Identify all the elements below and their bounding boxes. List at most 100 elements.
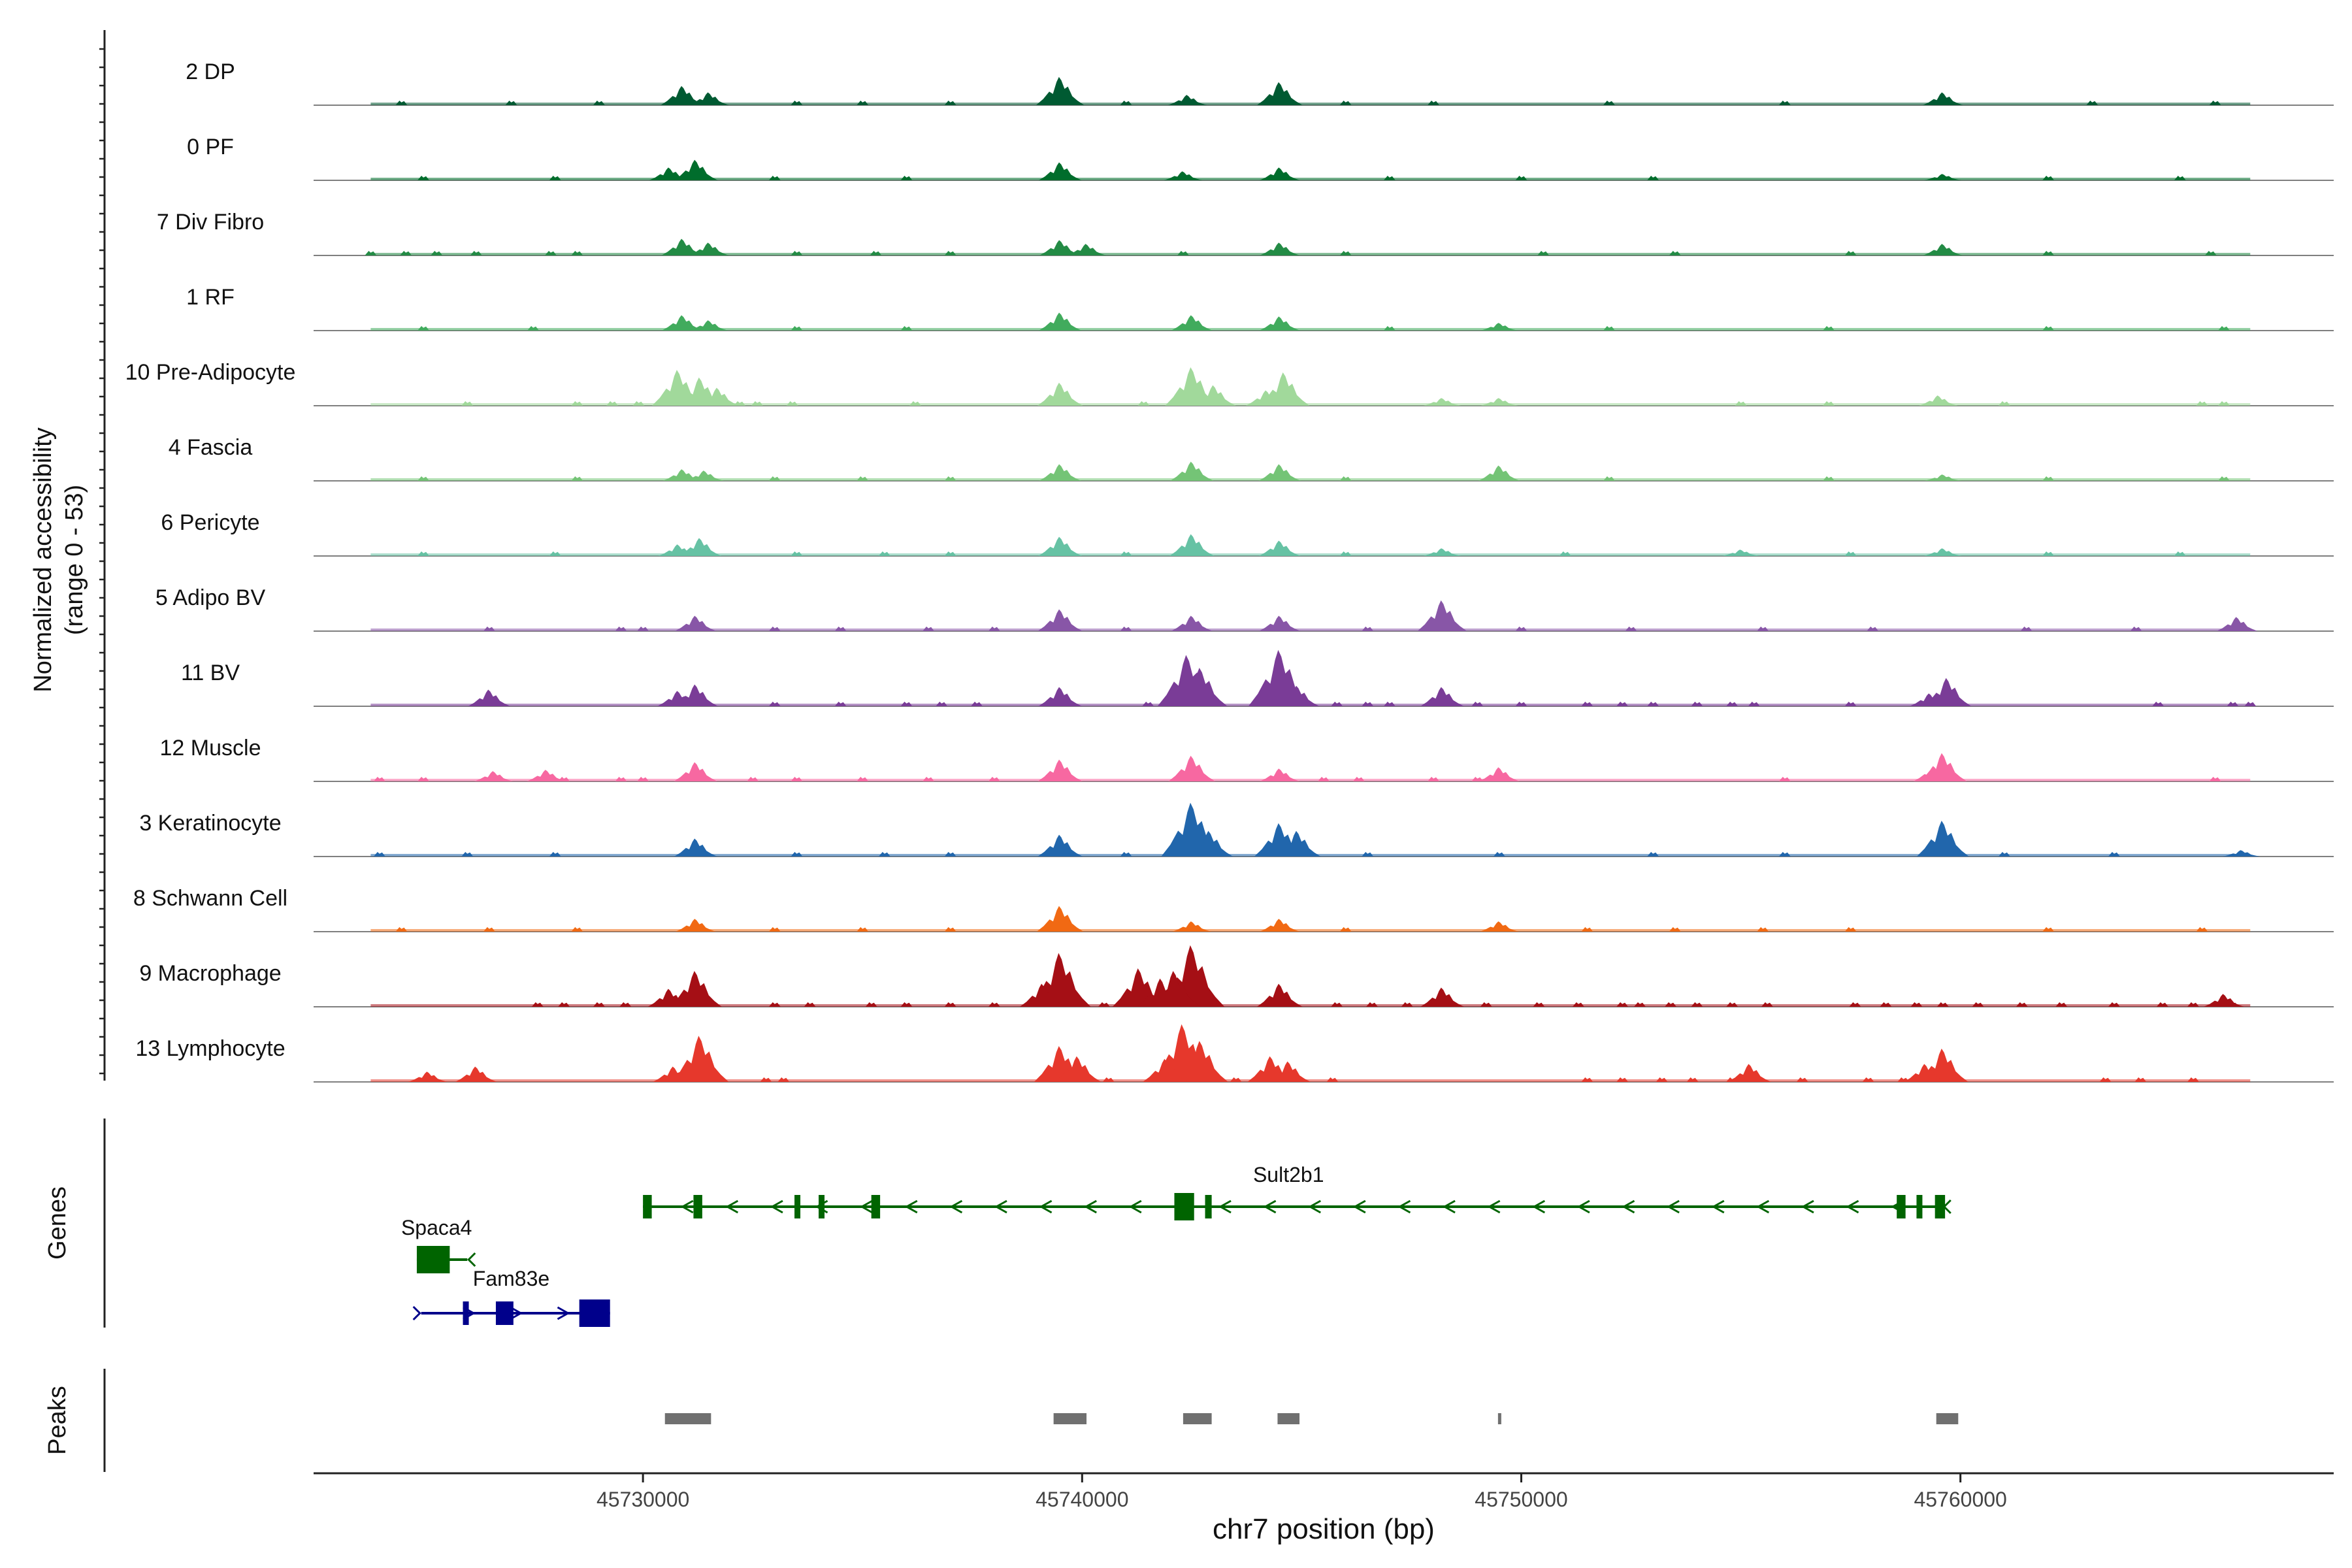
signal-bump bbox=[900, 176, 913, 180]
signal-bump bbox=[1691, 1002, 1703, 1007]
signal-bump bbox=[1480, 1002, 1492, 1007]
signal-peak bbox=[1728, 1064, 1771, 1082]
gene-exon bbox=[1897, 1195, 1906, 1218]
signal-peak bbox=[689, 92, 729, 105]
signal-bump bbox=[878, 852, 890, 857]
track-label: 10 Pre-Adipocyte bbox=[125, 360, 296, 385]
signal-bump bbox=[2244, 702, 2257, 706]
signal-peak bbox=[1169, 461, 1214, 481]
signal-peak bbox=[1923, 548, 1962, 556]
signal-bump bbox=[760, 1077, 772, 1082]
signal-peak bbox=[1245, 390, 1288, 406]
signal-bump bbox=[1669, 927, 1681, 932]
signal-peak bbox=[1480, 323, 1518, 331]
signal-bump bbox=[834, 627, 847, 631]
signal-peak bbox=[673, 159, 718, 180]
signal-bump bbox=[2217, 476, 2230, 481]
signal-bump bbox=[791, 326, 803, 331]
track-label: 6 Pericyte bbox=[161, 510, 259, 535]
background-signal bbox=[370, 103, 2251, 105]
signal-bump bbox=[1471, 702, 1484, 706]
signal-peak bbox=[2216, 617, 2258, 631]
signal-peak bbox=[1919, 395, 1958, 406]
signal-peak bbox=[1039, 464, 1082, 481]
signal-bump bbox=[1537, 251, 1550, 255]
gene-exon bbox=[693, 1195, 702, 1218]
peak-region bbox=[1183, 1413, 1212, 1424]
signal-bump bbox=[1120, 852, 1132, 857]
signal-bump bbox=[1616, 702, 1629, 706]
x-tick-label: 45740000 bbox=[1036, 1488, 1128, 1511]
background-signal bbox=[370, 403, 2251, 406]
signal-bump bbox=[1998, 401, 2010, 406]
signal-bump bbox=[1867, 627, 1879, 631]
signal-peak bbox=[674, 615, 717, 631]
strand-chevron bbox=[510, 1306, 523, 1320]
track-13: 9 Macrophage bbox=[139, 945, 2334, 1007]
signal-peak bbox=[1172, 921, 1212, 932]
signal-peak bbox=[1924, 474, 1962, 481]
genes-panel-label: Genes bbox=[44, 1186, 71, 1260]
signal-bump bbox=[923, 777, 935, 781]
strand-chevron bbox=[1308, 1200, 1321, 1214]
signal-peak bbox=[1039, 240, 1081, 255]
signal-peak bbox=[689, 320, 728, 331]
signal-bump bbox=[1823, 476, 1835, 481]
strand-chevron bbox=[1487, 1200, 1501, 1214]
signal-bump bbox=[1120, 551, 1132, 556]
signal-peak bbox=[1909, 693, 1950, 706]
signal-bump bbox=[431, 251, 443, 255]
signal-peak bbox=[1266, 1061, 1311, 1082]
signal-peak bbox=[1913, 766, 1955, 781]
signal-bump bbox=[571, 251, 583, 255]
signal-peak bbox=[1019, 983, 1066, 1007]
signal-peak bbox=[1420, 987, 1464, 1007]
signal-bump bbox=[571, 401, 583, 406]
signal-bump bbox=[988, 777, 1000, 781]
signal-peak bbox=[1275, 685, 1320, 706]
signal-peak bbox=[2223, 850, 2261, 857]
gene-exon bbox=[579, 1299, 610, 1327]
strand-chevron bbox=[994, 1200, 1007, 1214]
signal-bump bbox=[505, 101, 517, 105]
signal-bump bbox=[777, 1077, 790, 1082]
signal-bump bbox=[417, 777, 430, 781]
signal-bump bbox=[395, 927, 408, 932]
signal-peak bbox=[1924, 174, 1962, 180]
coverage-tracks: 2 DP 0 PF 7 Div Fibro 1 RF 10 Pre-Adipocyte 4… bbox=[125, 59, 2334, 1083]
signal-bump bbox=[1669, 251, 1681, 255]
strand-chevron bbox=[1622, 1200, 1635, 1214]
signal-bump bbox=[1102, 1077, 1115, 1082]
signal-bump bbox=[2174, 176, 2186, 180]
signal-bump bbox=[1748, 702, 1760, 706]
track-label: 11 BV bbox=[181, 661, 240, 685]
signal-bump bbox=[768, 1002, 781, 1007]
strand-chevron bbox=[725, 1200, 739, 1214]
signal-bump bbox=[944, 251, 956, 255]
signal-bump bbox=[2209, 777, 2221, 781]
signal-bump bbox=[1352, 777, 1365, 781]
signal-bump bbox=[571, 927, 583, 932]
signal-bump bbox=[395, 101, 408, 105]
signal-bump bbox=[1533, 1002, 1545, 1007]
y-axis-label-line-2: (range 0 - 53) bbox=[61, 485, 88, 635]
signal-bump bbox=[1686, 1077, 1699, 1082]
signal-bump bbox=[1603, 476, 1615, 481]
signal-peak bbox=[474, 771, 514, 781]
x-axis-label: chr7 position (bp) bbox=[1213, 1513, 1435, 1545]
signal-bump bbox=[1177, 251, 1189, 255]
gene-spaca4: Spaca4 bbox=[401, 1216, 476, 1273]
signal-peak bbox=[1259, 768, 1300, 781]
strand-chevron bbox=[1801, 1200, 1814, 1214]
signal-bump bbox=[791, 251, 803, 255]
signal-bump bbox=[988, 1002, 1000, 1007]
signal-bump bbox=[1665, 1002, 1677, 1007]
signal-bump bbox=[615, 627, 627, 631]
track-4: 1 RF bbox=[186, 285, 2334, 331]
signal-bump bbox=[1616, 1002, 1629, 1007]
signal-bump bbox=[2196, 927, 2208, 932]
gene-label: Spaca4 bbox=[401, 1216, 472, 1239]
signal-peak bbox=[526, 770, 566, 781]
